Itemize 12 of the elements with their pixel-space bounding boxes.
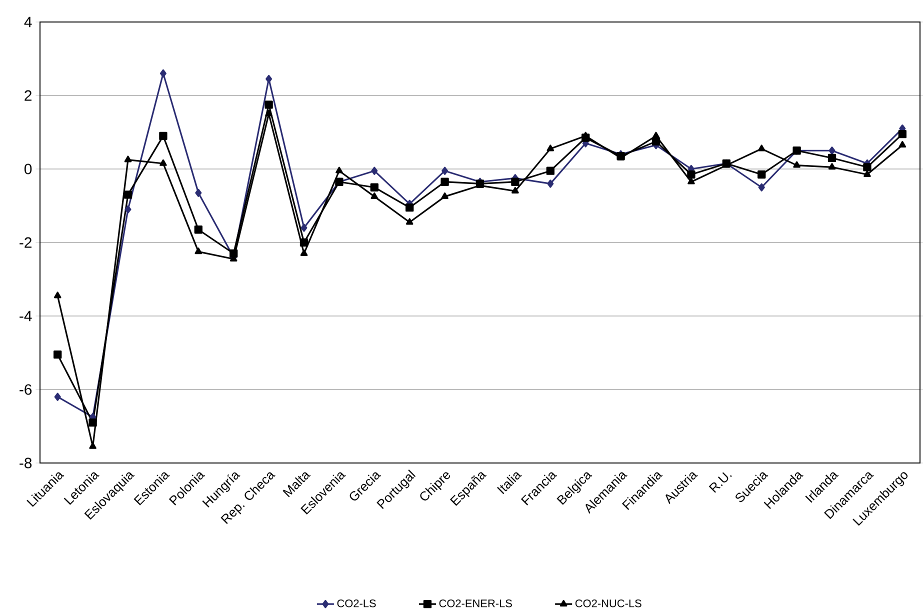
legend-label: CO2-ENER-LS — [439, 600, 512, 608]
y-tick-label: 0 — [24, 164, 32, 174]
legend-label: CO2-NUC-LS — [575, 600, 642, 608]
y-tick-label: 4 — [24, 16, 32, 28]
y-tick-label: -2 — [20, 237, 32, 248]
y-tick-label: -8 — [20, 458, 32, 468]
x-tick-label: R.U. — [708, 472, 732, 493]
y-tick-label: -6 — [20, 384, 32, 395]
y-tick-label: 2 — [24, 90, 32, 101]
y-tick-label: -4 — [20, 310, 32, 322]
x-tick-label: Italia — [497, 472, 522, 494]
legend-label: CO2-LS — [337, 600, 376, 608]
